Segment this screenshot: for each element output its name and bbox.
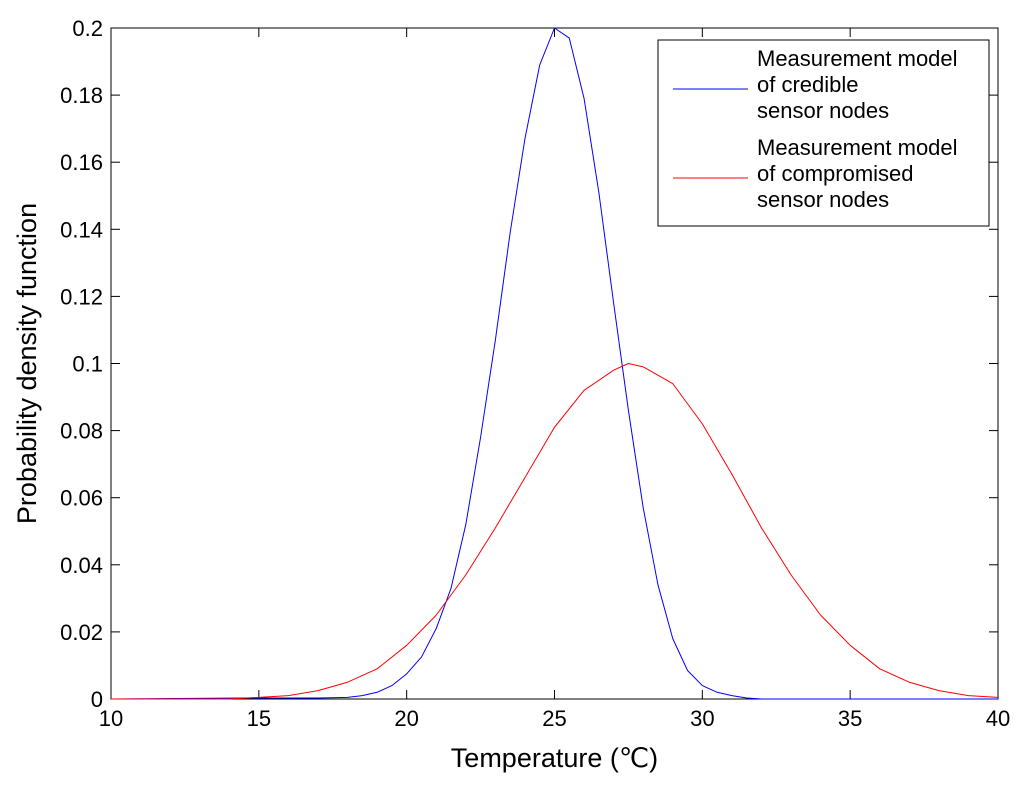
x-tick-label: 30 — [690, 706, 714, 731]
legend-label-2: Measurement model — [757, 135, 958, 160]
x-tick-label: 40 — [986, 706, 1010, 731]
legend-label-2: sensor nodes — [757, 187, 889, 212]
y-tick-labels: 0 0.02 0.04 0.06 0.08 0.1 0.12 0.14 0.16 0.18 0.2 — [60, 16, 103, 712]
y-tick-label: 0.12 — [60, 284, 103, 309]
x-tick-label: 20 — [394, 706, 418, 731]
y-tick-label: 0 — [91, 687, 103, 712]
x-tick-label: 10 — [99, 706, 123, 731]
legend-box — [657, 39, 990, 227]
y-tick-label: 0.16 — [60, 150, 103, 175]
y-tick-label: 0.2 — [72, 16, 103, 41]
series-line-2 — [111, 363, 999, 700]
y-tick-label: 0.04 — [60, 553, 103, 578]
x-tick-label: 15 — [247, 706, 271, 731]
y-tick-label: 0.18 — [60, 83, 103, 108]
x-tick-label: 35 — [838, 706, 862, 731]
legend-label-2: of compromised — [757, 161, 914, 186]
x-axis-title: Temperature (℃) — [451, 743, 658, 773]
x-tick-labels: 10 15 20 25 30 35 40 — [99, 706, 1010, 731]
y-axis-title: Probability density function — [12, 203, 42, 524]
y-tick-label: 0.1 — [72, 352, 103, 377]
y-tick-label: 0.06 — [60, 486, 103, 511]
legend-label-1: sensor nodes — [757, 98, 889, 123]
series-line-1 — [110, 27, 998, 700]
legend-label-1: of credible — [757, 72, 859, 97]
series-layer — [110, 27, 999, 700]
legend-label-1: Measurement model — [757, 46, 958, 71]
y-tick-label: 0.14 — [60, 217, 103, 242]
y-tick-label: 0.02 — [60, 620, 103, 645]
x-tick-label: 25 — [542, 706, 566, 731]
y-tick-label: 0.08 — [60, 419, 103, 444]
